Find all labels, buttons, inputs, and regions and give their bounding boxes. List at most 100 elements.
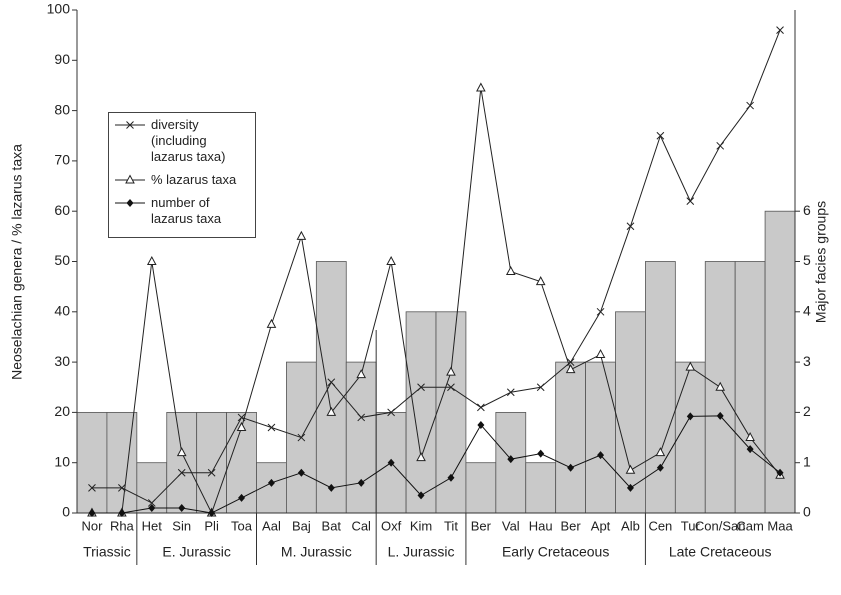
triangle-marker [416, 452, 426, 462]
x-tick-label: Toa [231, 518, 253, 533]
cross-marker [626, 222, 635, 231]
bar [315, 261, 347, 514]
cross-marker [126, 121, 134, 129]
x-tick-label: Alb [621, 518, 640, 533]
x-tick-label: Rha [110, 518, 135, 533]
x-tick-label: Cal [351, 518, 371, 533]
cross-marker [88, 483, 96, 492]
legend: diversity (including lazarus taxa) % laza… [108, 112, 256, 238]
legend-entry: % lazarus taxa [113, 172, 251, 188]
diamond-marker [88, 509, 96, 517]
diamond-marker [267, 478, 275, 487]
legend-entry: number of lazarus taxa [113, 195, 251, 227]
triangle-marker [296, 230, 307, 240]
bar [734, 261, 766, 514]
legend-icon [115, 199, 145, 207]
triangle-marker [446, 366, 456, 376]
diamond-marker [148, 503, 156, 512]
y-axis-title: Neoselachian genera / % lazarus taxa [9, 144, 25, 380]
triangle-marker [505, 265, 516, 276]
bar [76, 411, 108, 514]
x-tick-label: Baj [292, 518, 311, 533]
y-tick-label: 60 [54, 202, 70, 218]
diamond-marker [238, 493, 246, 502]
triangle-marker [625, 464, 636, 474]
triangle-marker [266, 318, 277, 328]
triangle-marker [176, 447, 187, 457]
bar [585, 361, 616, 514]
diamond-marker [297, 468, 305, 477]
bar [764, 210, 796, 514]
x-tick-label: Apt [591, 518, 611, 533]
y2-tick-label: 1 [803, 453, 811, 469]
y2-axis-title: Major facies groups [813, 201, 829, 323]
x-tick-label: Bat [322, 518, 342, 533]
diamond-marker [656, 463, 664, 472]
y2-tick-label: 3 [803, 353, 811, 369]
diamond-marker [327, 483, 335, 492]
diamond-marker [567, 463, 575, 472]
y2-tick-label: 6 [803, 202, 811, 218]
diamond-marker [597, 451, 605, 460]
cross-marker [207, 468, 216, 477]
bar [525, 462, 557, 514]
period-label: L. Jurassic [388, 544, 455, 560]
diamond-marker [626, 483, 634, 492]
diamond-marker [417, 491, 425, 500]
x-tick-label: Pli [204, 518, 219, 533]
y2-tick-label: 0 [803, 504, 811, 520]
y-tick-label: 90 [54, 51, 70, 67]
x-tick-label: Val [502, 518, 520, 533]
triangle-marker [535, 276, 546, 286]
x-tick-label: Oxf [381, 518, 402, 533]
bar [674, 361, 706, 514]
triangle-marker [745, 431, 755, 442]
diamond-marker [208, 509, 216, 517]
legend-label: number of lazarus taxa [151, 195, 222, 226]
triangle-marker [595, 348, 606, 359]
cross-marker [417, 383, 425, 392]
cross-marker [387, 408, 395, 417]
cross-marker [267, 423, 276, 432]
diamond-marker [387, 458, 395, 467]
diamond-marker [357, 478, 365, 487]
triangle-marker [476, 82, 486, 92]
cross-marker [746, 101, 754, 110]
legend-entry: diversity (including lazarus taxa) [113, 117, 251, 165]
y2-tick-label: 5 [803, 252, 811, 268]
diamond-marker [178, 503, 186, 512]
y-tick-label: 20 [54, 403, 70, 419]
x-tick-label: Cen [648, 518, 672, 533]
bar [166, 411, 198, 514]
cross-marker [776, 26, 784, 34]
x-tick-label: Con/San [695, 518, 746, 533]
y-tick-label: 40 [54, 303, 70, 319]
x-tick-label: Sin [172, 518, 191, 533]
cross-marker [566, 358, 575, 366]
x-tick-label: Maa [767, 518, 793, 533]
diamond-marker [118, 509, 126, 517]
diamond-marker [537, 449, 545, 458]
diamond-marker [716, 411, 724, 420]
cross-marker [357, 413, 366, 422]
x-tick-label: Ber [561, 518, 582, 533]
bar [435, 311, 467, 514]
x-tick-label: Aal [262, 518, 281, 533]
series-line [91, 415, 781, 514]
triangle-marker [386, 255, 396, 265]
triangle-marker [565, 364, 576, 374]
period-label: Early Cretaceous [502, 544, 609, 560]
series-line [91, 87, 781, 515]
y-tick-label: 0 [62, 504, 70, 520]
bar [196, 411, 227, 514]
legend-icon [115, 121, 145, 129]
x-tick-label: Tit [444, 518, 458, 533]
triangle-marker [685, 361, 696, 371]
y2-tick-label: 2 [803, 403, 811, 419]
diamond-marker [746, 445, 754, 454]
cross-marker [147, 499, 156, 507]
period-label: M. Jurassic [281, 544, 352, 560]
diamond-marker [776, 468, 784, 477]
